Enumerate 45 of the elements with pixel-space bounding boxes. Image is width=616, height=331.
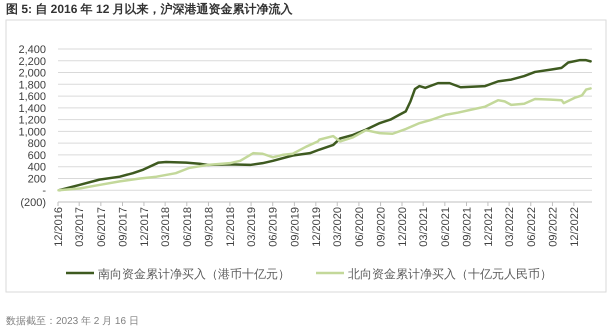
x-tick-label: 06/2022 [526, 207, 538, 247]
x-tick-label: 12/2020 [396, 207, 409, 247]
x-tick-label: 03/2019 [246, 207, 258, 247]
legend-label: 北向资金累计净买入（十亿元人民币） [348, 267, 552, 281]
y-tick-label: 200 [28, 173, 46, 186]
x-tick-label: 06/2020 [354, 207, 366, 247]
chart-title: 图 5: 自 2016 年 12 月以来，沪深港通资金累计净流入 [6, 2, 294, 16]
x-tick-label: 09/2020 [376, 207, 388, 247]
y-tick-label: 1,200 [18, 114, 46, 127]
y-tick-label: - [42, 185, 46, 198]
x-tick-label: 09/2018 [203, 207, 216, 247]
y-tick-label: 2,200 [18, 56, 46, 68]
x-tick-label: 09/2019 [289, 207, 302, 247]
legend-label: 南向资金累计净买入（港币十亿元） [98, 267, 290, 281]
y-tick-label: 400 [28, 162, 46, 174]
line-series [58, 58, 592, 192]
y-tick-label: 2,400 [18, 44, 46, 56]
y-tick-label: 1,600 [18, 91, 46, 104]
y-tick-label: 800 [28, 138, 46, 150]
x-tick-label: 06/2019 [268, 207, 280, 247]
x-tick-label: 12/2017 [138, 207, 151, 247]
y-tick-label: 1,800 [18, 79, 46, 92]
y-tick-label: 600 [28, 150, 46, 162]
x-tick-label: 06/2017 [96, 207, 108, 247]
text: 数据截至：2023 年 2 月 16 日 [6, 315, 139, 327]
x-tick-label: 09/2022 [547, 207, 560, 247]
x-tick-label: 03/2017 [74, 207, 86, 247]
x-tick-label: 12/2018 [224, 207, 237, 247]
x-tick-label: 12/2021 [482, 207, 495, 247]
x-tick-label: 09/2017 [118, 207, 130, 247]
x-tick-label: 06/2018 [182, 207, 194, 247]
x-tick-label: 12/2019 [310, 207, 323, 247]
x-tick-label: 12/2016 [53, 207, 65, 247]
line-series [57, 87, 592, 192]
y-tick-label: (200) [20, 197, 46, 209]
x-tick-label: 06/2021 [440, 207, 452, 247]
x-tick-label: 03/2018 [160, 207, 172, 247]
y-tick-label: 2,000 [18, 68, 46, 80]
x-tick-label: 03/2022 [504, 207, 516, 247]
y-tick-label: 1,000 [18, 126, 46, 138]
x-tick-label: 09/2021 [462, 207, 474, 247]
x-tick-label: 12/2022 [568, 207, 581, 247]
y-tick-label: 1,400 [18, 102, 46, 115]
x-tick-label: 03/2021 [418, 207, 430, 247]
x-tick-label: 03/2020 [332, 207, 344, 247]
